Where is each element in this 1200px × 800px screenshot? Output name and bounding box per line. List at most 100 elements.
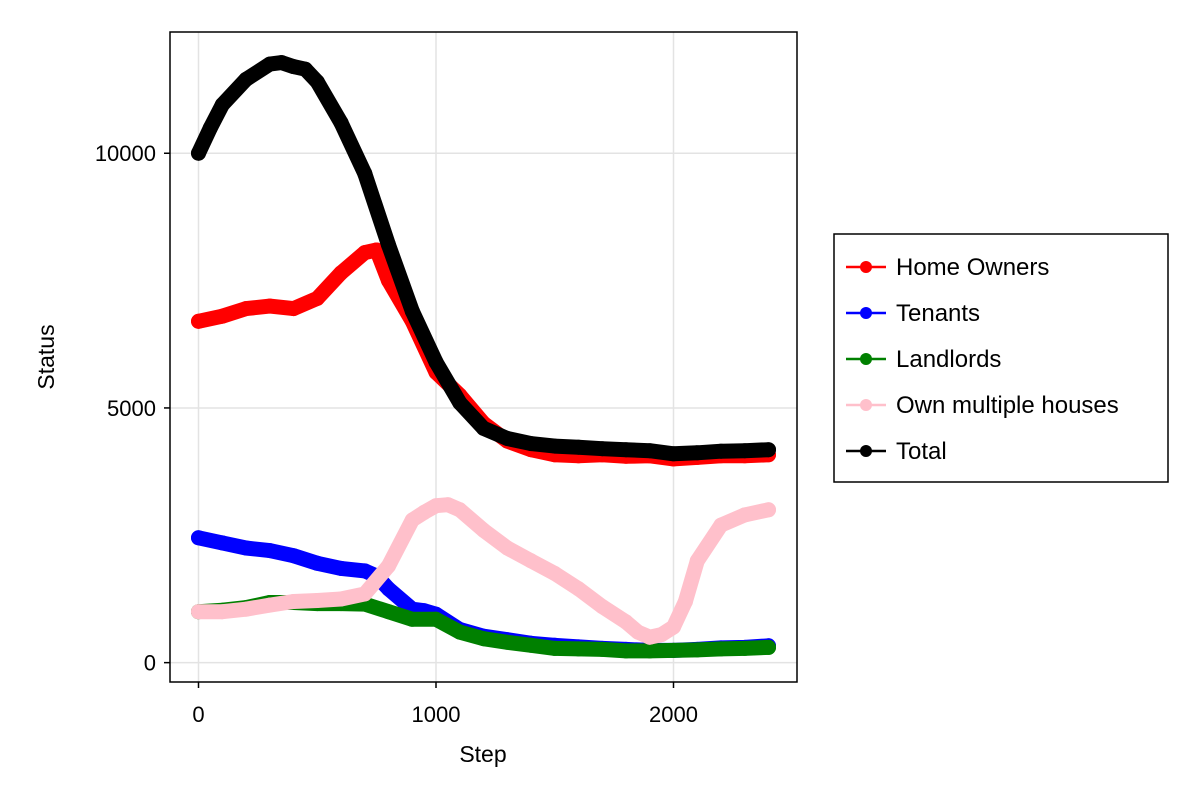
legend-swatch-marker: [860, 261, 872, 273]
data-point-total: [404, 303, 420, 319]
legend-label: Tenants: [896, 300, 980, 327]
data-point-total: [499, 431, 515, 446]
legend-item-landlords: Landlords: [846, 346, 1001, 373]
data-point-own-multiple-houses: [476, 522, 491, 538]
data-point-home-owners: [262, 298, 278, 314]
data-point-total: [571, 439, 586, 455]
data-point-total: [737, 443, 753, 459]
data-point-home-owners: [286, 301, 301, 317]
legend: Home Owners Tenants Landlords Own multiple …: [833, 233, 1169, 483]
data-point-landlords: [761, 639, 776, 655]
data-point-landlords: [618, 643, 634, 659]
data-point-home-owners: [214, 308, 230, 324]
data-point-own-multiple-houses: [286, 594, 301, 609]
data-point-own-multiple-houses: [761, 502, 776, 518]
legend-swatch-marker: [860, 353, 872, 365]
data-point-own-multiple-houses: [416, 504, 432, 520]
data-point-total: [309, 74, 325, 90]
data-point-total: [618, 442, 634, 458]
data-point-own-multiple-houses: [737, 507, 753, 523]
data-point-own-multiple-houses: [594, 599, 610, 615]
y-tick-label: 5000: [107, 396, 156, 421]
data-point-own-multiple-houses: [571, 581, 586, 597]
data-point-home-owners: [357, 245, 373, 261]
data-point-total: [214, 97, 230, 113]
data-point-total: [523, 436, 539, 452]
data-point-landlords: [476, 631, 491, 647]
data-point-landlords: [594, 641, 610, 657]
data-point-own-multiple-houses: [452, 502, 468, 518]
data-point-total: [238, 71, 254, 87]
data-point-landlords: [499, 634, 515, 650]
data-point-own-multiple-houses: [214, 604, 230, 620]
data-point-total: [761, 442, 776, 458]
data-point-landlords: [642, 643, 658, 659]
plot-frame: [169, 31, 798, 683]
data-point-landlords: [713, 641, 729, 657]
data-point-total: [357, 166, 373, 182]
data-point-landlords: [523, 637, 539, 653]
legend-item-tenants: Tenants: [846, 300, 980, 327]
data-point-own-multiple-houses: [523, 553, 539, 569]
data-point-tenants: [357, 563, 373, 579]
data-point-total: [333, 115, 349, 131]
data-point-total: [594, 441, 610, 457]
data-point-tenants: [238, 540, 254, 556]
legend-label: Own multiple houses: [896, 392, 1119, 419]
data-point-landlords: [689, 642, 705, 658]
data-point-tenants: [191, 530, 206, 546]
legend-swatch-marker: [860, 445, 872, 457]
data-point-tenants: [333, 560, 349, 576]
data-point-landlords: [666, 642, 681, 658]
legend-item-total: Total: [846, 438, 947, 465]
data-point-total: [428, 354, 444, 370]
data-point-total: [191, 145, 206, 161]
data-point-tenants: [214, 535, 230, 551]
data-point-home-owners: [309, 290, 325, 306]
data-point-landlords: [547, 640, 563, 656]
data-point-total: [286, 59, 301, 75]
x-tick-label: 1000: [412, 702, 461, 727]
data-point-landlords: [737, 640, 753, 656]
series-layer: [191, 55, 776, 659]
data-point-home-owners: [333, 265, 349, 281]
data-point-own-multiple-houses: [713, 517, 729, 533]
data-point-tenants: [262, 543, 278, 559]
grid-lines: [170, 32, 797, 682]
data-point-home-owners: [369, 242, 385, 258]
data-point-home-owners: [238, 301, 254, 317]
data-point-own-multiple-houses: [440, 497, 456, 513]
data-point-landlords: [452, 624, 468, 640]
x-tick-label: 2000: [649, 702, 698, 727]
data-point-own-multiple-houses: [357, 586, 373, 602]
data-point-own-multiple-houses: [428, 498, 444, 514]
data-point-tenants: [381, 581, 396, 597]
legend-swatch-marker: [860, 399, 872, 411]
legend-item-own-multiple-houses: Own multiple houses: [846, 392, 1119, 419]
data-point-landlords: [404, 611, 420, 627]
data-point-own-multiple-houses: [677, 594, 693, 609]
series-line-total: [191, 55, 776, 462]
data-point-own-multiple-houses: [238, 601, 254, 617]
data-point-landlords: [571, 641, 586, 657]
data-point-landlords: [381, 604, 396, 620]
data-point-total: [381, 237, 396, 253]
y-tick-label: 10000: [95, 141, 156, 166]
data-point-total: [297, 61, 313, 77]
data-point-landlords: [428, 611, 444, 627]
data-point-home-owners: [191, 313, 206, 329]
data-point-own-multiple-houses: [689, 553, 705, 569]
data-point-own-multiple-houses: [642, 629, 658, 645]
legend-label: Landlords: [896, 346, 1001, 373]
y-axis-title: Status: [33, 324, 59, 389]
data-point-total: [262, 56, 278, 72]
data-point-own-multiple-houses: [499, 540, 515, 556]
data-point-total: [666, 446, 681, 462]
data-point-own-multiple-houses: [630, 624, 646, 640]
data-point-own-multiple-houses: [654, 627, 670, 643]
data-point-own-multiple-houses: [333, 591, 349, 607]
x-tick-label: 0: [192, 702, 204, 727]
data-point-tenants: [309, 555, 325, 571]
x-axis-title: Step: [459, 741, 506, 767]
